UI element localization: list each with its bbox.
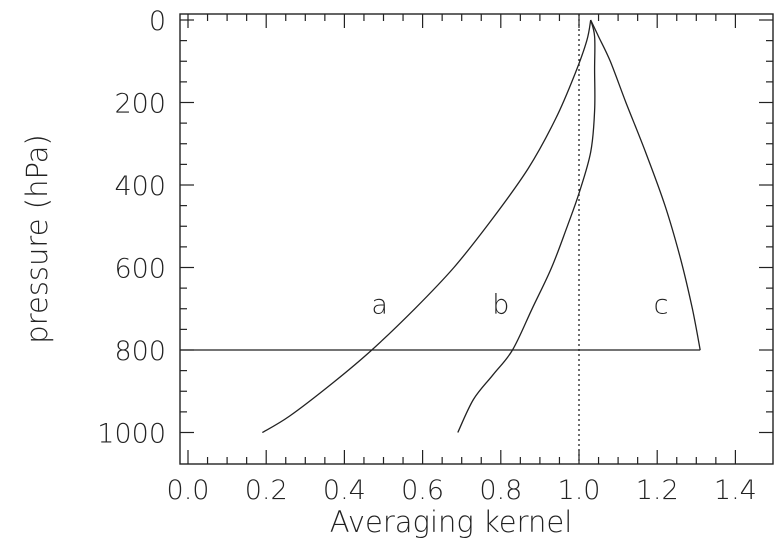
- curve-a: [261, 19, 592, 434]
- x-tick-label: 1.2: [636, 475, 679, 506]
- y-tick-label: 0: [149, 6, 166, 37]
- y-tick-label: 400: [114, 171, 166, 202]
- y-axis-tick-labels: 0 200 400 600 800 1000: [97, 6, 166, 450]
- x-tick-label: 0.0: [167, 475, 210, 506]
- x-axis-tick-labels: 0.0 0.2 0.4 0.6 0.8 1.0 1.2 1.4: [167, 475, 757, 506]
- x-tick-label: 0.6: [401, 475, 444, 506]
- curves: [261, 19, 701, 434]
- x-tick-label: 0.8: [479, 475, 522, 506]
- curve-label-a: a: [371, 290, 388, 321]
- y-axis-title: pressure (hPa): [20, 134, 54, 343]
- y-tick-label: 600: [114, 254, 166, 285]
- x-tick-label: 0.4: [323, 475, 366, 506]
- curve-c: [590, 19, 701, 351]
- x-axis-ticks: [187, 14, 737, 464]
- x-tick-label: 1.4: [714, 475, 757, 506]
- x-tick-label: 1.0: [558, 475, 601, 506]
- curve-label-b: b: [492, 290, 509, 321]
- curve-label-c: c: [654, 290, 669, 321]
- y-tick-label: 800: [114, 336, 166, 367]
- y-tick-label: 1000: [97, 419, 166, 450]
- x-axis-title: Averaging kernel: [330, 505, 573, 539]
- curve-labels: a b c: [371, 290, 668, 321]
- reference-lines: [180, 14, 701, 464]
- curve-b: [457, 19, 596, 433]
- y-tick-label: 200: [114, 89, 166, 120]
- plot-frame: [179, 13, 774, 465]
- y-axis-ticks: [180, 19, 773, 434]
- plot-area: a b c: [179, 13, 774, 465]
- x-tick-label: 0.2: [245, 475, 288, 506]
